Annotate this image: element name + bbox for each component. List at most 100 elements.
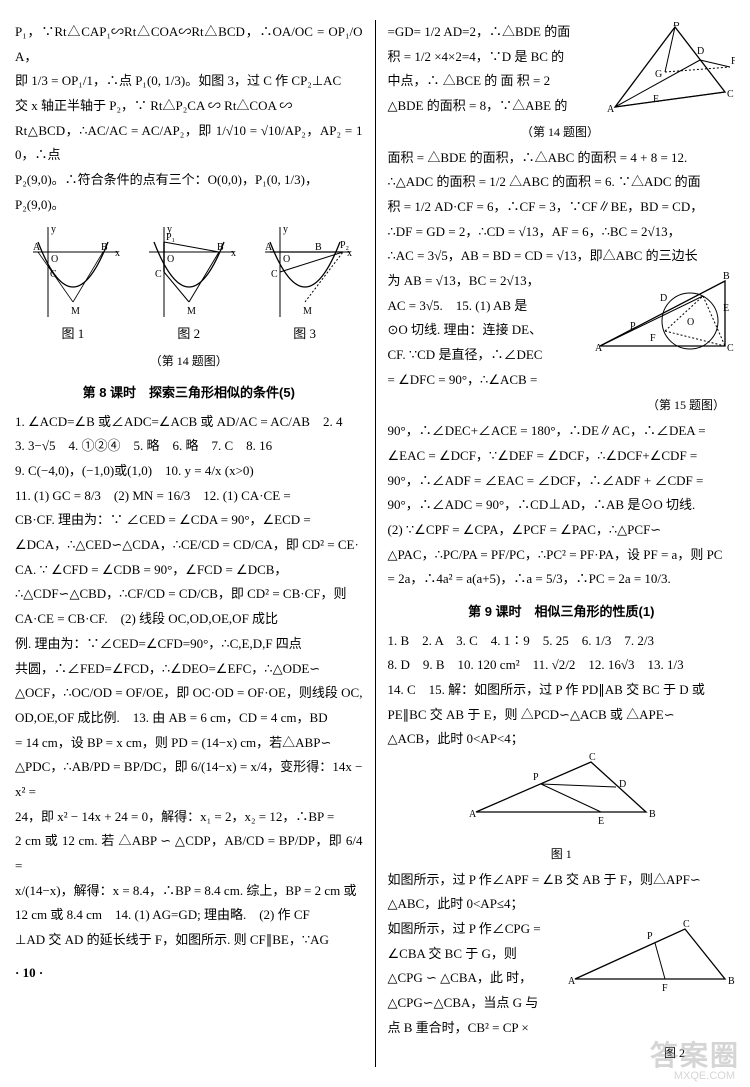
text-line: = 14 cm，设 BP = x cm，则 PD = (14−x) cm，若△A… bbox=[15, 731, 363, 756]
text-line: 例. 理由为：∵∠CED=∠CFD=90°，∴C,E,D,F 四点 bbox=[15, 632, 363, 657]
text-line: 如图所示，过 P 作∠APF = ∠B 交 AB 于 F，则△APF∽ bbox=[388, 868, 736, 893]
svg-text:A: A bbox=[33, 242, 41, 253]
svg-text:C: C bbox=[155, 269, 162, 280]
text-line: P₂(9,0)。 bbox=[15, 193, 363, 218]
svg-text:P₂: P₂ bbox=[340, 240, 349, 251]
svg-text:M: M bbox=[187, 306, 196, 317]
svg-text:C: C bbox=[271, 269, 278, 280]
text-line: 90°，∴∠DEC+∠ACE = 180°，∴DE∥AC，∴∠DEA = bbox=[388, 419, 736, 444]
text-line: 共圆，∴∠FED=∠FCD，∴∠DEO=∠EFC，∴△ODE∽ bbox=[15, 657, 363, 682]
svg-text:G: G bbox=[655, 69, 662, 80]
text-line: 2 cm 或 12 cm. 若 △ABP ∽ △CDP，AB/CD = BP/D… bbox=[15, 829, 363, 878]
parabola-graph-3: xy AO P₂C MB bbox=[255, 222, 355, 322]
text-line: x/(14−x)，解得：x = 8.4，∴BP = 8.4 cm. 综上，BP … bbox=[15, 879, 363, 904]
svg-text:D: D bbox=[697, 46, 704, 57]
text-line: 24，即 x² − 14x + 24 = 0，解得：x₁ = 2，x₂ = 12… bbox=[15, 805, 363, 830]
text-line: 交 x 轴正半轴于 P₂，∵ Rt△P₂CA ∽ Rt△COA ∽ bbox=[15, 94, 363, 119]
figure-wrapper: AB CP DE 图 1 bbox=[388, 752, 736, 865]
svg-text:P: P bbox=[630, 321, 636, 332]
svg-text:A: A bbox=[595, 343, 603, 354]
left-column: P₁，∵Rt△CAP₁∽Rt△COA∽Rt△BCD，∴OA/OC = OP₁/O… bbox=[15, 20, 363, 1067]
text-line: 1. B 2. A 3. C 4. 1∶9 5. 25 6. 1/3 7. 2/… bbox=[388, 629, 736, 654]
text-line: OD,OE,OF 成比例. 13. 由 AB = 6 cm，CD = 4 cm，… bbox=[15, 706, 363, 731]
page-number: · 10 · bbox=[15, 961, 363, 986]
text-line: △PAC，∴PC/PA = PF/PC，∴PC² = PF·PA，设 PF = … bbox=[388, 543, 736, 568]
svg-text:y: y bbox=[283, 224, 288, 235]
text-line: P₂(9,0)。∴符合条件的点有三个：O(0,0)，P₁(0, 1/3)， bbox=[15, 168, 363, 193]
svg-text:B: B bbox=[101, 242, 108, 253]
text-line: 面积 = △BDE 的面积，∴△ABC 的面积 = 4 + 8 = 12. bbox=[388, 146, 736, 171]
text-line: 8. D 9. B 10. 120 cm² 11. √2/2 12. 16√3 … bbox=[388, 653, 736, 678]
text-line: 3. 3−√5 4. ①②④ 5. 略 6. 略 7. C 8. 16 bbox=[15, 434, 363, 459]
figure-caption: 图 2 bbox=[388, 1042, 686, 1065]
svg-text:B: B bbox=[315, 242, 322, 253]
text-line: ∴AC = 3√5，AB = BD = CD = √13，即△ABC 的三边长 bbox=[388, 244, 736, 269]
text-line: ∴△CDF∽△CBD，∴CF/CD = CD/CB，即 CD² = CB·CF，… bbox=[15, 582, 363, 607]
text-line: CA. ∵ ∠CFD = ∠CDB = 90°，∠FCD = ∠DCB， bbox=[15, 558, 363, 583]
figure-caption: （第 14 题图） bbox=[15, 350, 363, 373]
section-title-9: 第 9 课时 相似三角形的性质(1) bbox=[388, 600, 736, 625]
svg-text:A: A bbox=[265, 242, 273, 253]
svg-text:x: x bbox=[231, 248, 236, 259]
text-line: △ACB，此时 0<AP<4； bbox=[388, 727, 736, 752]
svg-text:P₁: P₁ bbox=[166, 232, 175, 243]
text-line: 14. C 15. 解：如图所示，过 P 作 PD∥AB 交 BC 于 D 或 bbox=[388, 678, 736, 703]
text-line: △PDC，∴AB/PD = BP/DC，即 6/(14−x) = x/4，变形得… bbox=[15, 755, 363, 804]
svg-text:D: D bbox=[619, 779, 626, 790]
text-line: = ∠DFC = 90°，∴∠ACB = bbox=[388, 368, 736, 393]
svg-text:E: E bbox=[653, 94, 659, 105]
svg-text:O: O bbox=[283, 254, 290, 265]
text-line: ⊥AD 交 AD 的延长线于 F，如图所示. 则 CF∥BE，∵AG bbox=[15, 928, 363, 953]
text-line: = 2a，∴4a² = a(a+5)，∴a = 5/3，∴PC = 2a = 1… bbox=[388, 567, 736, 592]
svg-text:D: D bbox=[660, 293, 667, 304]
parabola-graph-2: xy P₁O BC M bbox=[139, 222, 239, 322]
figure-caption: 图 1 bbox=[388, 843, 736, 866]
graph-label: 图 2 bbox=[177, 322, 200, 347]
svg-text:B: B bbox=[673, 22, 680, 29]
graph-label: 图 1 bbox=[62, 322, 85, 347]
svg-text:B: B bbox=[723, 271, 730, 282]
svg-text:O: O bbox=[687, 317, 694, 328]
svg-text:B: B bbox=[649, 809, 656, 820]
two-column-layout: P₁，∵Rt△CAP₁∽Rt△COA∽Rt△BCD，∴OA/OC = OP₁/O… bbox=[15, 20, 735, 1067]
svg-text:x: x bbox=[115, 248, 120, 259]
text-line: ∴△ADC 的面积 = 1/2 △ABC 的面积 = 6. ∵△ADC 的面 bbox=[388, 170, 736, 195]
text-line: ∴DF = GD = 2，∴CD = √13，AF = 6，∴BC = 2√13… bbox=[388, 220, 736, 245]
watermark-url: MXQE.COM bbox=[674, 1066, 735, 1087]
svg-text:C: C bbox=[727, 343, 734, 354]
text-line: 11. (1) GC = 8/3 (2) MN = 16/3 12. (1) C… bbox=[15, 484, 363, 509]
svg-text:y: y bbox=[51, 224, 56, 235]
svg-text:C: C bbox=[589, 752, 596, 763]
text-line: P₁，∵Rt△CAP₁∽Rt△COA∽Rt△BCD，∴OA/OC = OP₁/O… bbox=[15, 20, 363, 69]
triangle-figure-r1: AB CP DE bbox=[461, 752, 661, 832]
svg-text:A: A bbox=[568, 976, 576, 987]
svg-text:E: E bbox=[723, 303, 729, 314]
text-line: 1. ∠ACD=∠B 或∠ADC=∠ACB 或 AD/AC = AC/AB 2.… bbox=[15, 410, 363, 435]
text-line: PE∥BC 交 AB 于 E，则 △PCD∽△ACB 或 △APE∽ bbox=[388, 703, 736, 728]
text-line: CB·CF. 理由为：∵ ∠CED = ∠CDA = 90°，∠ECD = bbox=[15, 508, 363, 533]
column-divider bbox=[375, 20, 376, 1067]
svg-text:A: A bbox=[607, 104, 615, 115]
section-title-8: 第 8 课时 探索三角形相似的条件(5) bbox=[15, 381, 363, 406]
graph-row: xy AO BC M xy P₁O BC M bbox=[15, 222, 363, 322]
triangle-figure-r2: AB CP F bbox=[565, 919, 735, 1004]
text-line: (2) ∵∠CPF = ∠CPA，∠PCF = ∠PAC，∴△PCF∽ bbox=[388, 518, 736, 543]
svg-text:A: A bbox=[469, 809, 477, 820]
svg-text:F: F bbox=[650, 333, 656, 344]
svg-text:B: B bbox=[217, 242, 224, 253]
text-line: ∠EAC = ∠DCF，∵∠DEF = ∠DCF，∴∠DCF+∠CDF = bbox=[388, 444, 736, 469]
text-line: CA·CE = CB·CF. (2) 线段 OC,OD,OE,OF 成比 bbox=[15, 607, 363, 632]
text-line: 即 1/3 = OP₁/1，∴点 P₁(0, 1/3)。如图 3，过 C 作 C… bbox=[15, 69, 363, 94]
text-line: 12 cm 或 8.4 cm 14. (1) AG=GD; 理由略. (2) 作… bbox=[15, 903, 363, 928]
figure-caption: （第 14 题图） bbox=[388, 121, 716, 144]
triangle-figure-14: BA CD GE F bbox=[605, 22, 735, 122]
text-line: △ABC，此时 0<AP≤4； bbox=[388, 892, 736, 917]
text-line: △OCF，∴OC/OD = OF/OE，即 OC·OD = OF·OE，则线段 … bbox=[15, 681, 363, 706]
svg-text:O: O bbox=[167, 254, 174, 265]
text-line: ∠DCA，∴△CED∽△CDA，∴CE/CD = CD/CA，即 CD² = C… bbox=[15, 533, 363, 558]
svg-text:C: C bbox=[683, 919, 690, 930]
right-column: BA CD GE F =GD= 1/2 AD=2，∴△BDE 的面 积 = 1/… bbox=[388, 20, 736, 1067]
svg-text:P: P bbox=[647, 931, 653, 942]
svg-text:C: C bbox=[727, 89, 734, 100]
text-line: 9. C(−4,0)，(−1,0)或(1,0) 10. y = 4/x (x>0… bbox=[15, 459, 363, 484]
